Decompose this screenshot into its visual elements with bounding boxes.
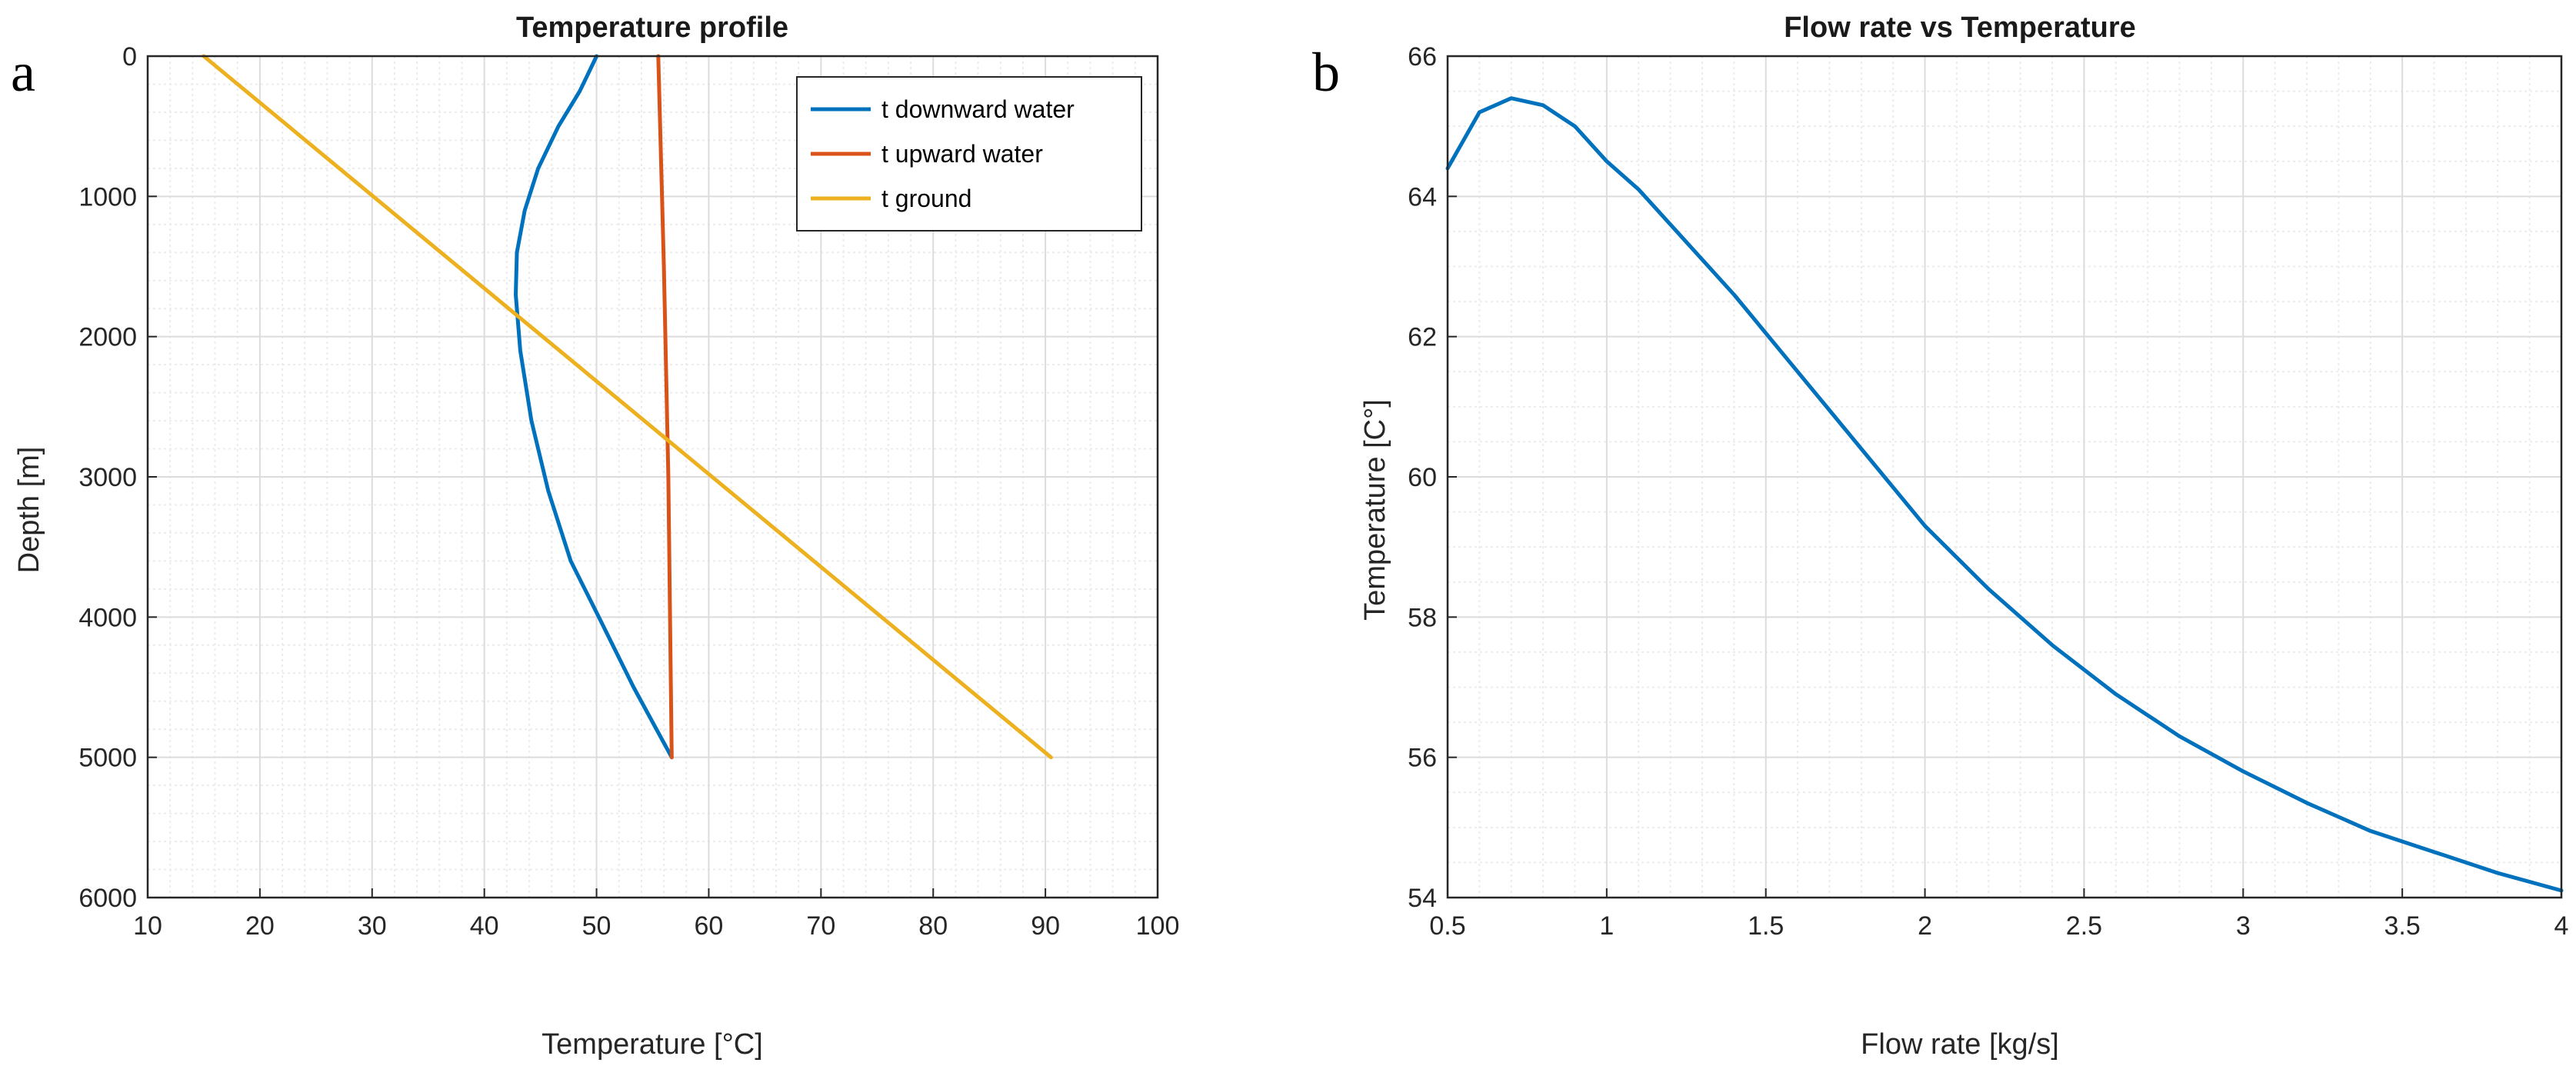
chart-b-xtick-label: 3 [2236, 911, 2251, 941]
chart-b-ytick-label: 62 [1408, 323, 1437, 352]
chart-a-legend: t downward water t upward water t ground [796, 76, 1142, 232]
chart-a-xtick-label: 40 [470, 911, 499, 941]
chart-b-title: Flow rate vs Temperature [1784, 12, 2136, 44]
chart-a-series-t-ground [202, 54, 1053, 760]
chart-b-ytick-label: 64 [1408, 182, 1437, 212]
chart-a-xtick-label: 30 [358, 911, 387, 941]
chart-b-xtick-label: 2 [1918, 911, 1932, 941]
chart-flow-rate-vs-temperature: Flow rate vs Temperature Flow rate [kg/s… [1359, 12, 2568, 1061]
chart-a-ytick-label: 0 [122, 42, 137, 72]
chart-b-ytick-label: 58 [1408, 603, 1437, 632]
chart-a-title: Temperature profile [516, 12, 788, 44]
chart-b-ylabel: Temperature [C°] [1359, 399, 1391, 621]
chart-b-xtick-label: 3.5 [2384, 911, 2421, 941]
chart-a-ytick-label: 6000 [78, 884, 137, 913]
chart-a-xtick-label: 80 [918, 911, 948, 941]
chart-a-xtick-label: 20 [245, 911, 275, 941]
chart-b-ytick-label: 60 [1408, 463, 1437, 492]
chart-temperature-profile: Temperature profile Temperature [°C] Dep… [13, 12, 1179, 1061]
chart-a-xtick-label: 90 [1031, 911, 1060, 941]
chart-b-xtick-label: 1 [1599, 911, 1614, 941]
chart-b-xtick-label: 0.5 [1429, 911, 1465, 941]
chart-a-series-t-upward-water [656, 54, 674, 760]
legend-label: t downward water [881, 95, 1075, 123]
legend-label: t ground [881, 185, 971, 212]
chart-a-xtick-label: 50 [582, 911, 612, 941]
chart-a-xtick-label: 70 [806, 911, 835, 941]
chart-a-ytick-label: 1000 [78, 182, 137, 212]
chart-a-series-t-downward-water [514, 54, 674, 760]
chart-b-ytick-label: 66 [1408, 42, 1437, 72]
chart-a-ytick-label: 3000 [78, 463, 137, 492]
chart-a-xtick-label: 60 [695, 911, 724, 941]
chart-b-xlabel: Flow rate [kg/s] [1861, 1028, 2059, 1061]
chart-b-xtick-label: 2.5 [2066, 911, 2102, 941]
chart-a-ytick-label: 5000 [78, 744, 137, 773]
chart-a-xtick-label: 10 [133, 911, 162, 941]
chart-a-xlabel: Temperature [°C] [542, 1028, 763, 1061]
chart-b-xtick-label: 4 [2554, 911, 2569, 941]
chart-a-ylabel: Depth [m] [13, 447, 45, 574]
chart-b-xtick-label: 1.5 [1748, 911, 1784, 941]
chart-a-xtick-label: 100 [1136, 911, 1180, 941]
chart-b-ytick-label: 54 [1408, 884, 1437, 913]
chart-a-ytick-label: 2000 [78, 323, 137, 352]
legend-label: t upward water [881, 140, 1043, 168]
chart-b-series-temperature [1445, 96, 2564, 893]
chart-a-ytick-label: 4000 [78, 603, 137, 632]
chart-b-ytick-label: 56 [1408, 744, 1437, 773]
panel-label-a: a [11, 42, 35, 103]
panel-label-b: b [1312, 42, 1340, 103]
